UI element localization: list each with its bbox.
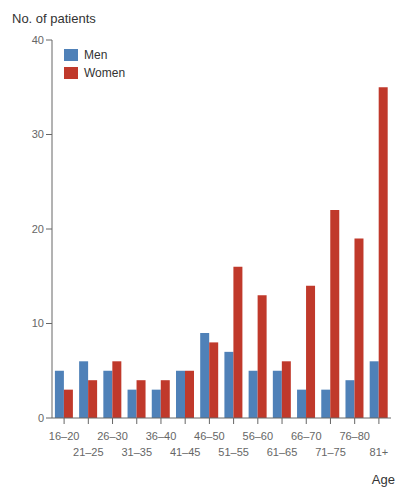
svg-text:30: 30 — [32, 128, 44, 140]
svg-text:46–50: 46–50 — [194, 430, 225, 442]
svg-text:21–25: 21–25 — [73, 446, 104, 458]
html-text:No. of patients: No. of patients — [12, 11, 96, 26]
svg-text:20: 20 — [32, 223, 44, 235]
svg-text:56–60: 56–60 — [243, 430, 274, 442]
svg-text:31–35: 31–35 — [121, 446, 152, 458]
svg-text:36–40: 36–40 — [146, 430, 177, 442]
svg-text:81+: 81+ — [370, 446, 389, 458]
svg-text:16–20: 16–20 — [49, 430, 80, 442]
svg-text:61–65: 61–65 — [267, 446, 298, 458]
svg-text:76–80: 76–80 — [339, 430, 370, 442]
svg-text:0: 0 — [38, 412, 44, 424]
html-text:Men: Men — [84, 48, 108, 62]
svg-text:10: 10 — [32, 317, 44, 329]
svg-text:41–45: 41–45 — [170, 446, 201, 458]
svg-text:51–55: 51–55 — [218, 446, 249, 458]
svg-text:71–75: 71–75 — [315, 446, 346, 458]
svg-text:26–30: 26–30 — [97, 430, 128, 442]
html-text:Age: Age — [371, 472, 395, 487]
html-text:Women: Women — [84, 66, 126, 80]
svg-text:40: 40 — [32, 34, 44, 46]
svg-text:66–70: 66–70 — [291, 430, 322, 442]
